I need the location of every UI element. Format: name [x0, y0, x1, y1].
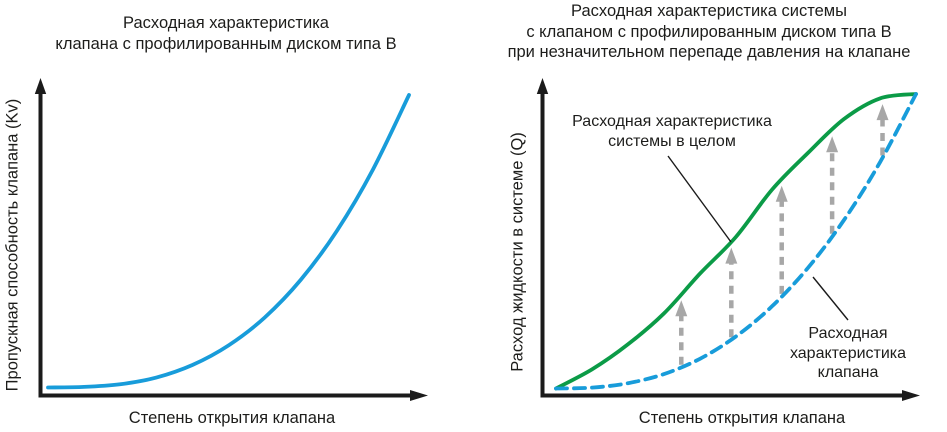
system-curve	[554, 92, 918, 391]
right-y-axis-label: Расход жидкости в системе (Q)	[508, 132, 527, 372]
gap-arrow-head-icon	[675, 300, 688, 317]
right-chart-title: Расходная характеристика системы с клапа…	[507, 2, 911, 61]
left-x-axis-label: Степень открытия клапана	[128, 409, 336, 427]
gap-arrow-head-icon	[725, 247, 738, 264]
left-valve-curve	[46, 93, 411, 390]
right-chart-axes	[536, 78, 920, 401]
left-y-axis-arrowhead-icon	[34, 78, 47, 94]
right-y-axis-arrowhead-icon	[536, 78, 549, 94]
annotation-system-leader-line	[667, 155, 732, 243]
annotation-valve-leader-line	[812, 276, 849, 321]
left-chart-title: Расходная характеристика клапана с профи…	[55, 14, 397, 53]
left-chart-axes	[34, 78, 428, 401]
gap-arrow-head-icon	[775, 185, 788, 202]
right-x-axis-arrowhead-icon	[902, 390, 920, 401]
gap-arrows-group	[675, 104, 889, 365]
valve-curve-dashed	[554, 92, 918, 391]
left-y-axis-label: Пропускная способность клапана (Kv)	[3, 98, 22, 392]
annotation-system-label: Расходная характеристика системы в целом	[572, 113, 772, 150]
gap-arrow-head-icon	[826, 136, 839, 153]
gap-arrow-head-icon	[876, 104, 889, 121]
left-x-axis-arrowhead-icon	[410, 390, 428, 401]
right-x-axis-label: Степень открытия клапана	[638, 409, 846, 427]
annotation-valve-label: Расходная характеристика клапана	[789, 325, 907, 381]
